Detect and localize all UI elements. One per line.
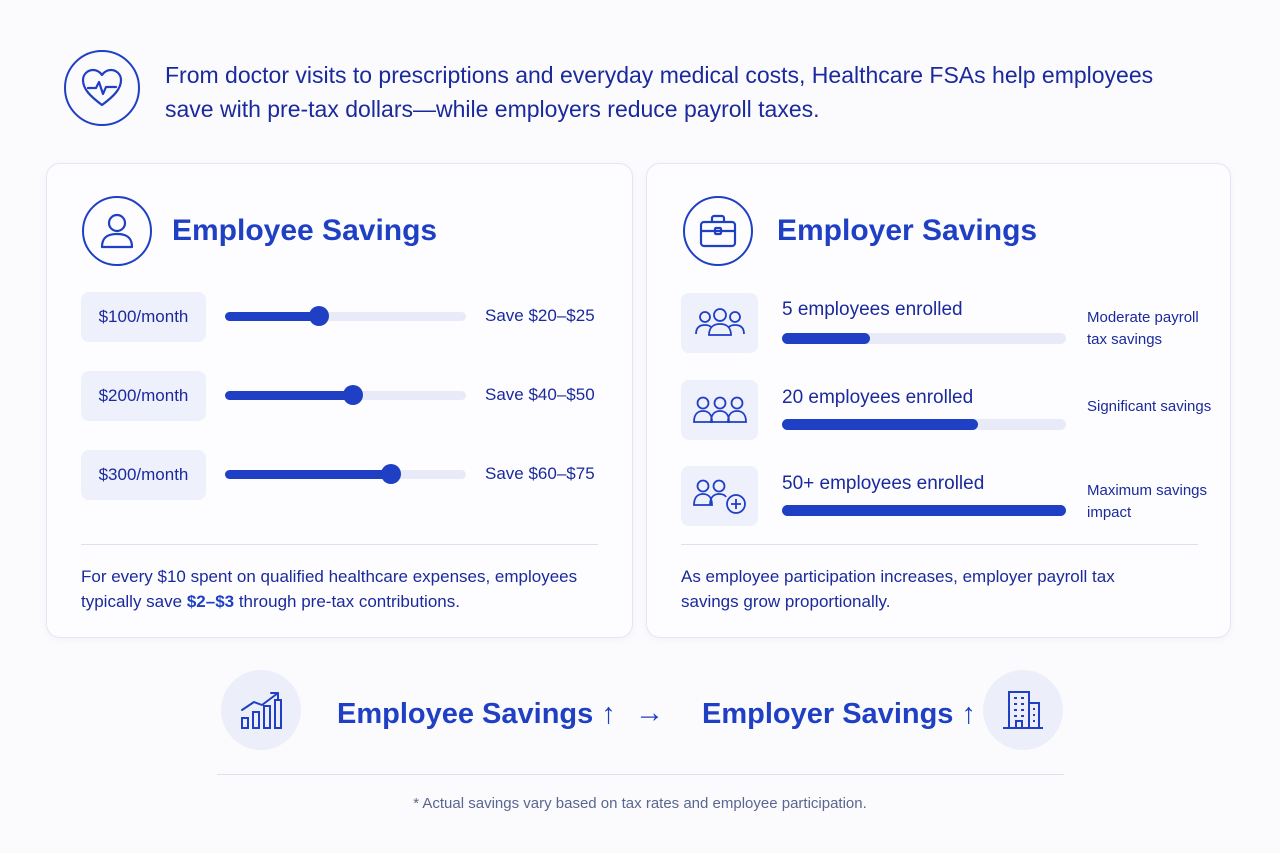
employee-footnote: For every $10 spent on qualified healthc… — [81, 567, 578, 611]
slider-knob[interactable] — [342, 385, 363, 405]
bottom-divider — [217, 774, 1064, 775]
save-range-300: Save $60–$75 — [485, 464, 595, 483]
enrollment-bar-20 — [782, 419, 1066, 430]
people-add-icon — [681, 466, 758, 526]
employee-savings-up-label: Employee Savings ↑ — [337, 698, 616, 730]
right-arrow-icon: → — [635, 697, 664, 729]
slider-fill — [225, 470, 392, 479]
enrollment-label-20: 20 employees enrolled — [782, 387, 974, 408]
divider — [81, 544, 598, 545]
intro-text: From doctor visits to prescriptions and … — [165, 62, 1154, 122]
amount-pill-100: $100/month — [81, 292, 206, 342]
enrollment-note-5: Moderate payroll tax savings — [1087, 309, 1199, 348]
heart-pulse-icon — [64, 50, 140, 126]
enrollment-fill — [782, 419, 978, 430]
people-group-icon — [681, 380, 758, 440]
employer-savings-title: Employer Savings — [777, 214, 1038, 247]
save-range-100: Save $20–$25 — [485, 306, 595, 325]
slider-knob[interactable] — [381, 464, 402, 484]
amount-pill-300: $300/month — [81, 450, 206, 500]
enrollment-fill — [782, 333, 871, 344]
employee-savings-title: Employee Savings — [172, 214, 438, 247]
enrollment-note-50: Maximum savings impact — [1087, 482, 1208, 521]
slider-fill — [225, 391, 353, 400]
slider-knob[interactable] — [308, 306, 329, 326]
enrollment-bar-5 — [782, 333, 1066, 344]
amount-pill-200: $200/month — [81, 371, 206, 421]
disclaimer: * Actual savings vary based on tax rates… — [413, 795, 867, 812]
employer-footnote: As employee participation increases, emp… — [681, 567, 1115, 611]
slider-fill — [225, 312, 319, 321]
briefcase-icon — [683, 196, 753, 266]
growth-chart-icon — [221, 670, 301, 750]
enrollment-note-20: Significant savings — [1087, 398, 1212, 415]
save-range-200: Save $40–$50 — [485, 385, 595, 404]
employer-savings-up-label: Employer Savings ↑ — [702, 698, 976, 730]
savings-slider-100[interactable] — [225, 306, 466, 326]
building-icon — [983, 670, 1063, 750]
people-group-icon — [681, 293, 758, 353]
divider — [681, 544, 1198, 545]
user-icon — [82, 196, 152, 266]
enrollment-label-50: 50+ employees enrolled — [782, 473, 985, 494]
enrollment-fill — [782, 505, 1066, 516]
savings-slider-300[interactable] — [225, 464, 466, 484]
enrollment-bar-50 — [782, 505, 1066, 516]
enrollment-label-5: 5 employees enrolled — [782, 299, 963, 320]
savings-slider-200[interactable] — [225, 385, 466, 405]
